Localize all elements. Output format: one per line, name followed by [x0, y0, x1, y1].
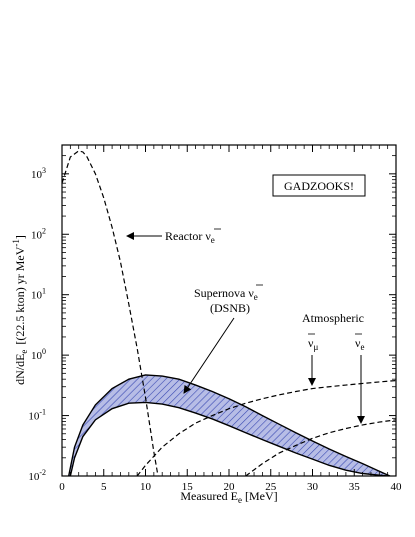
y-axis-label: dN/dEe[(22.5 kton) yr MeV-1] — [11, 235, 29, 385]
x-tick-label: 30 — [307, 481, 319, 493]
x-tick-label: 5 — [101, 481, 107, 493]
x-tick-label: 0 — [59, 481, 65, 493]
y-tick-label: 102 — [31, 226, 46, 241]
x-axis-label: Measured Ee [MeV] — [180, 489, 277, 505]
y-tick-label: 10-2 — [28, 468, 46, 483]
y-tick-label: 100 — [31, 347, 46, 362]
svg-text:Reactor νe: Reactor νe — [165, 229, 215, 245]
svg-text:(DSNB): (DSNB) — [210, 301, 250, 315]
y-tick-label: 10-1 — [28, 408, 46, 423]
svg-text:GADZOOKS!: GADZOOKS! — [284, 179, 354, 193]
x-tick-label: 20 — [224, 481, 236, 493]
svg-text:νe: νe — [355, 336, 364, 352]
svg-text:Atmospheric: Atmospheric — [302, 311, 364, 325]
y-axis-ticks: 10-2 10-1 100 101 102 103 — [28, 155, 396, 483]
x-tick-label: 10 — [140, 481, 152, 493]
gadzooks-badge: GADZOOKS! — [272, 174, 366, 197]
svg-text:νμ: νμ — [308, 336, 318, 352]
y-tick-label: 103 — [31, 166, 46, 181]
x-axis-ticks: 0 5 10 15 20 25 30 35 40 — [59, 145, 402, 493]
atmospheric-numu-curve — [136, 379, 396, 476]
atmospheric-annotation: Atmospheric νμ νe — [302, 311, 365, 424]
dsnb-upper-curve — [67, 374, 392, 476]
x-tick-label: 35 — [349, 481, 361, 493]
y-tick-label: 101 — [31, 287, 46, 302]
reactor-curve — [62, 150, 159, 476]
dsnb-lower-curve — [69, 401, 388, 476]
svg-text:Supernova νe: Supernova νe — [194, 286, 258, 302]
reactor-annotation: Reactor νe — [126, 228, 221, 245]
atmospheric-nue-curve — [245, 419, 396, 476]
x-tick-label: 25 — [265, 481, 277, 493]
x-tick-label: 15 — [182, 481, 194, 493]
x-tick-label: 40 — [391, 481, 403, 493]
supernova-annotation: Supernova νe (DSNB) — [183, 284, 263, 394]
